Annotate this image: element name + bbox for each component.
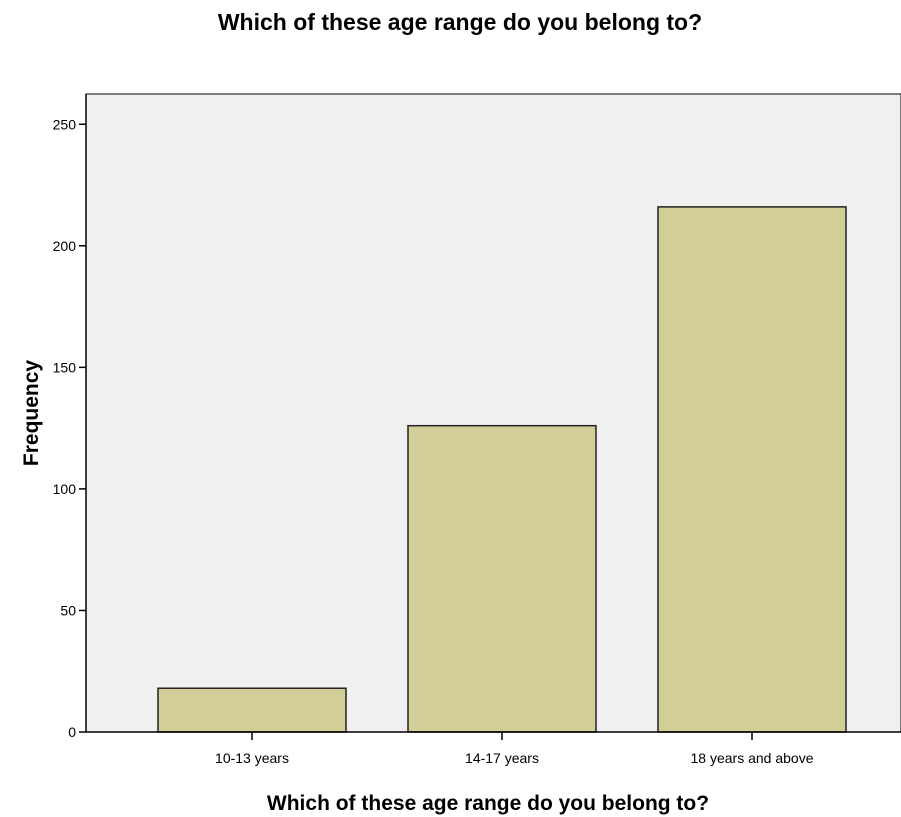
y-tick-label: 250: [53, 116, 77, 132]
x-axis: 10-13 years 14-17 years 18 years and above: [86, 731, 901, 766]
y-tick-label: 200: [53, 238, 77, 254]
y-tick-label: 50: [60, 602, 76, 618]
chart-title: Which of these age range do you belong t…: [218, 9, 702, 35]
y-axis-label: Frequency: [20, 360, 43, 467]
y-tick-label: 0: [68, 724, 76, 740]
y-tick-label: 150: [53, 359, 77, 375]
x-tick-label: 10-13 years: [215, 750, 289, 766]
x-tick-label: 14-17 years: [465, 750, 539, 766]
bar-14-17-years: [407, 424, 597, 733]
bar-18-years-and-above: [657, 206, 847, 733]
y-tick-label: 100: [53, 481, 77, 497]
x-axis-label: Which of these age range do you belong t…: [267, 792, 709, 815]
bar-10-13-years: [157, 687, 347, 733]
y-axis: 0 50 100 150 200 250: [53, 94, 87, 740]
x-tick-label: 18 years and above: [691, 750, 814, 766]
